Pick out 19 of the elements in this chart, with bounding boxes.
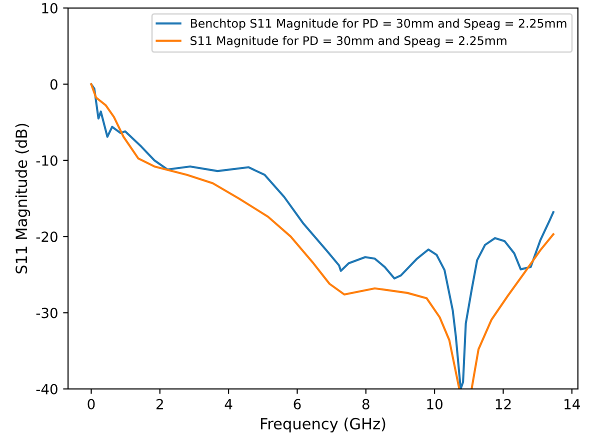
x-tick-label: 14: [564, 399, 580, 410]
legend-label: S11 Magnitude for PD = 30mm and Speag = 2.25mm: [190, 36, 506, 48]
x-axis-title: Frequency (GHz): [260, 418, 386, 432]
y-axis-title: S11 Magnitude (dB): [15, 124, 30, 274]
y-tick-label: 0: [50, 79, 58, 90]
y-tick-label: -30: [36, 308, 58, 318]
x-tick-label: 10: [427, 398, 442, 410]
x-tick-label: 6: [294, 398, 301, 410]
y-tick-label: -10: [36, 155, 58, 166]
y-tick-label: -40: [36, 384, 58, 394]
x-tick-label: 4: [224, 399, 232, 410]
x-tick-label: 2: [156, 398, 163, 410]
line-series: [90, 83, 554, 389]
x-tick-label: 0: [88, 398, 95, 410]
x-tick-label: 8: [362, 398, 370, 410]
x-tick-label: 12: [496, 398, 511, 410]
y-tick-label: -20: [36, 232, 58, 242]
legend-label: Benchtop S11 Magnitude for PD = 30mm and Speag = 2.25mm: [190, 18, 566, 30]
y-tick-label: 10: [42, 2, 58, 14]
